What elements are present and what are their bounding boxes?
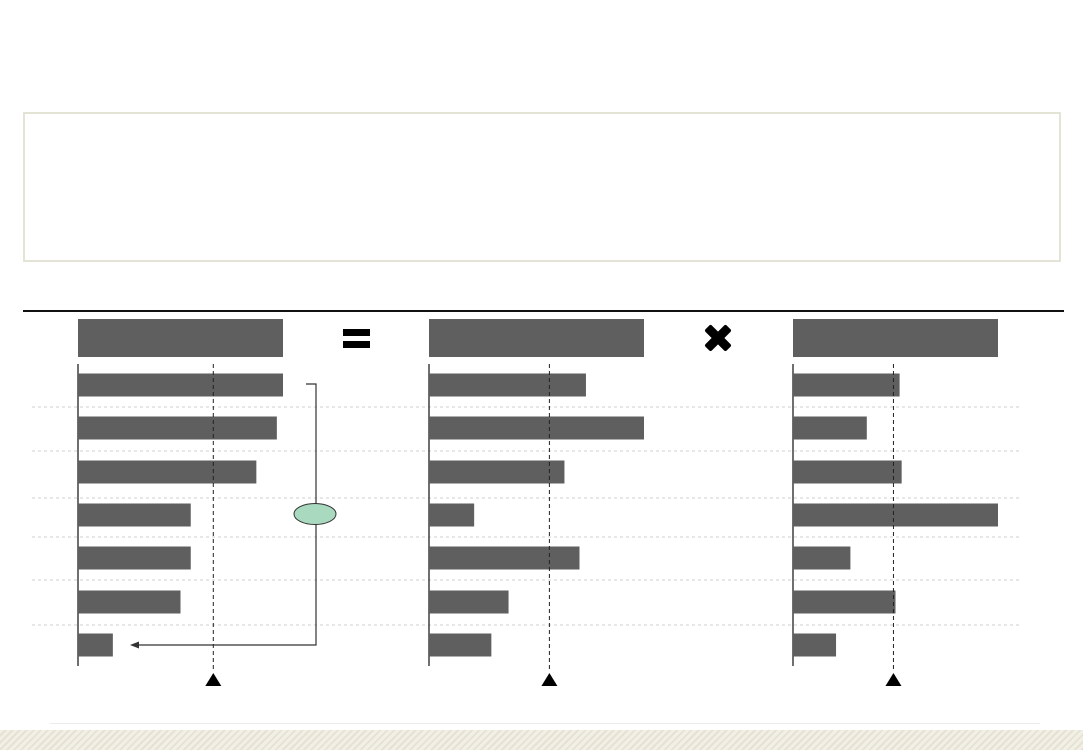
footer-band [0, 730, 1083, 750]
bracket-connector [130, 383, 337, 649]
bar [429, 590, 509, 614]
bar [793, 546, 851, 570]
bar [78, 373, 283, 397]
bar [793, 633, 837, 657]
bar [429, 633, 492, 657]
bar [78, 460, 257, 484]
bar-panel-1 [77, 319, 283, 686]
bar [429, 373, 586, 397]
footer-divider [50, 723, 1040, 724]
bracket-oval [293, 503, 337, 525]
callout-box [23, 112, 1061, 262]
bar [78, 503, 191, 527]
bar [793, 590, 896, 614]
bar [429, 460, 565, 484]
arrow-head-icon [130, 641, 139, 649]
bar [78, 546, 191, 570]
bar [793, 373, 900, 397]
bar [78, 416, 277, 440]
section-rule [23, 310, 1064, 312]
average-marker-icon [205, 673, 222, 686]
bar [429, 546, 580, 570]
panel-header-bar [793, 319, 998, 357]
bar [429, 416, 644, 440]
bar [793, 503, 998, 527]
bar [78, 590, 181, 614]
bar [793, 460, 902, 484]
bar [793, 416, 867, 440]
average-marker-icon [885, 673, 902, 686]
bar [78, 633, 113, 657]
panel-header-bar [78, 319, 283, 357]
bar-panel-3 [792, 319, 998, 686]
equals-icon [343, 329, 370, 348]
row-gridlines [32, 406, 1022, 626]
chart-panels [77, 319, 998, 686]
bar-panel-2 [428, 319, 644, 686]
bar [429, 503, 475, 527]
multiply-icon [705, 325, 731, 351]
average-marker-icon [541, 673, 558, 686]
panel-header-bar [429, 319, 644, 357]
